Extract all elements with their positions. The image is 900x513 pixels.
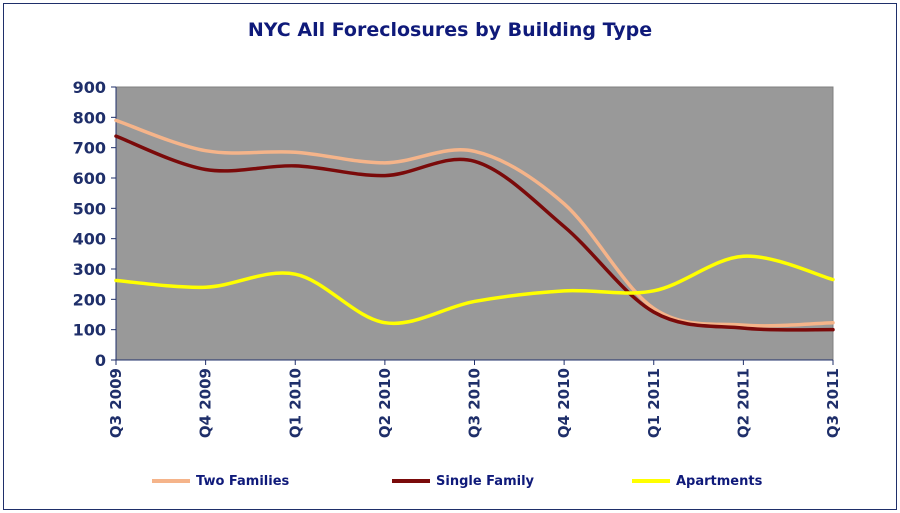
chart-title: NYC All Foreclosures by Building Type [247,19,653,41]
x-tick-label: Q1 2010 [286,368,304,438]
y-tick-label: 400 [73,230,106,249]
x-tick-label: Q1 2011 [645,368,663,438]
y-tick-label: 200 [73,290,106,309]
x-tick-label: Q3 2010 [466,368,484,438]
legend-label: Two Families [196,473,290,489]
chart-legend: Two Families Single Family Apartments [0,470,900,492]
legend-swatch [392,479,430,483]
series-line-apartments [114,254,835,326]
y-tick-label: 900 [73,78,106,97]
x-tick-label: Q3 2011 [824,368,842,438]
legend-item: Two Families [152,470,289,492]
legend-swatch [632,479,670,483]
legend-item: Apartments [632,470,762,492]
series-line-single-family [114,134,835,332]
legend-swatch [152,479,190,483]
x-tick-label: Q2 2010 [376,368,394,438]
x-tick-label: Q3 2009 [107,368,125,438]
plot-area [115,86,834,361]
y-tick-label: 600 [73,169,106,188]
x-tick-label: Q4 2010 [555,368,573,438]
y-tick-label: 700 [73,139,106,158]
series-line-two-families [114,118,835,328]
y-tick-label: 800 [73,108,106,127]
y-tick-label: 100 [73,321,106,340]
x-tick-label: Q4 2009 [197,368,215,438]
y-tick-label: 300 [73,260,106,279]
legend-item: Single Family [392,470,534,492]
legend-label: Single Family [436,473,535,489]
y-tick-label: 500 [73,199,106,218]
y-tick-label: 0 [95,351,106,370]
x-tick-label: Q2 2011 [734,368,752,438]
legend-label: Apartments [676,473,763,489]
